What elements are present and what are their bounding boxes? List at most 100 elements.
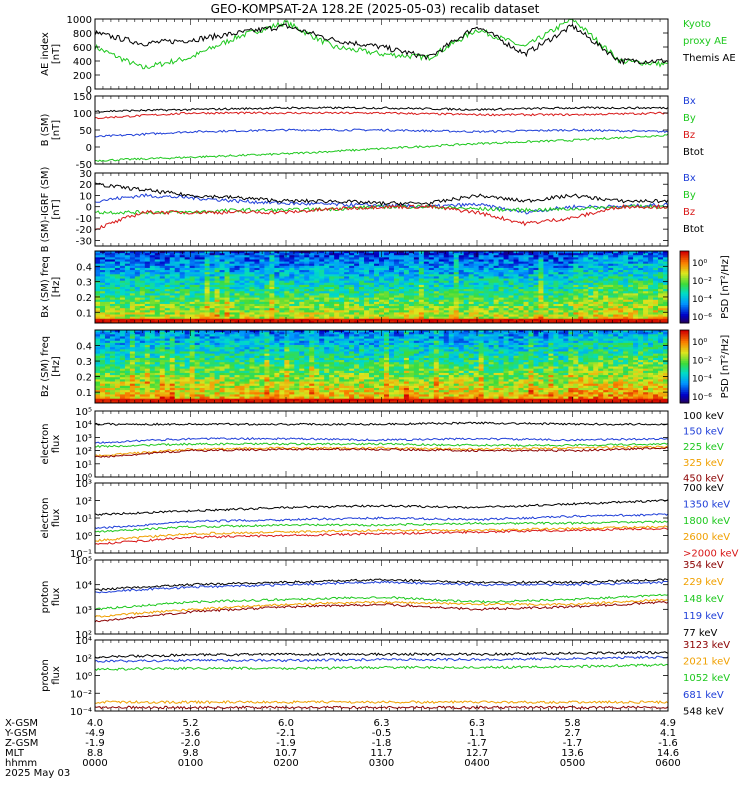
spectrogram-cell	[244, 259, 250, 262]
spectrogram-cell	[463, 306, 470, 309]
spectrogram-cell	[438, 267, 445, 271]
spectrogram-cell	[374, 267, 380, 271]
spectrogram-cell	[344, 308, 350, 311]
spectrogram-cell	[204, 299, 210, 303]
spectrogram-cell	[628, 295, 634, 298]
spectrogram-cell	[264, 253, 270, 256]
spectrogram-cell	[104, 334, 111, 337]
spectrogram-cell	[493, 255, 499, 258]
spectrogram-cell	[164, 320, 171, 324]
spectrogram-cell	[603, 265, 609, 269]
spectrogram-cell	[468, 295, 475, 298]
spectrogram-cell	[643, 274, 649, 277]
spectrogram-cell	[95, 267, 101, 271]
spectrogram-cell	[289, 257, 295, 260]
spectrogram-cell	[473, 297, 480, 301]
spectrogram-cell	[364, 318, 370, 322]
spectrogram-cell	[488, 261, 495, 265]
spectrogram-cell	[194, 282, 201, 286]
spectrogram-cell	[149, 274, 156, 277]
spectrogram-cell	[563, 251, 569, 254]
spectrogram-cell	[548, 251, 554, 254]
spectrogram-cell	[543, 284, 549, 288]
spectrogram-cell	[314, 287, 320, 290]
spectrogram-cell	[643, 282, 649, 286]
spectrogram-cell	[214, 253, 220, 256]
spectrogram-cell	[658, 293, 664, 296]
spectrogram-cell	[588, 318, 594, 322]
spectrogram-cell	[453, 316, 460, 320]
spectrogram-cell	[563, 278, 569, 282]
spectrogram-cell	[294, 289, 300, 292]
spectrogram-cell	[523, 274, 529, 277]
spectrogram-cell	[648, 297, 654, 301]
spectrogram-cell	[374, 312, 380, 315]
spectrogram-cell	[573, 270, 579, 273]
spectrogram-cell	[369, 280, 375, 284]
spectrogram-cell	[498, 259, 504, 262]
spectrogram-cell	[423, 257, 430, 260]
spectrogram-cell	[643, 278, 649, 282]
spectrogram-cell	[139, 383, 146, 387]
spectrogram-cell	[418, 267, 425, 271]
spectrogram-cell	[374, 320, 380, 324]
spectrogram-cell	[174, 312, 181, 315]
spectrogram-cell	[643, 320, 649, 324]
spectrogram-cell	[199, 291, 206, 294]
spectrogram-cell	[383, 255, 390, 258]
spectrogram-cell	[603, 291, 609, 294]
spectrogram-cell	[628, 253, 634, 256]
spectrogram-cell	[284, 287, 290, 290]
spectrogram-cell	[648, 257, 654, 260]
spectrogram-cell	[294, 299, 300, 303]
spectrogram-cell	[369, 303, 375, 307]
spectrogram-cell	[149, 316, 156, 320]
spectrogram-cell	[653, 278, 659, 282]
spectrogram-cell	[364, 287, 370, 290]
spectrogram-cell	[99, 280, 106, 284]
spectrogram-cell	[269, 310, 275, 313]
spectrogram-cell	[643, 261, 649, 265]
spectrogram-cell	[209, 272, 215, 275]
spectrogram-cell	[169, 253, 176, 256]
spectrogram-cell	[393, 263, 400, 267]
spectrogram-cell	[398, 320, 405, 324]
spectrogram-cell	[628, 320, 634, 324]
spectrogram-cell	[114, 394, 121, 397]
spectrogram-cell	[503, 287, 509, 290]
spectrogram-cell	[538, 303, 544, 307]
spectrogram-cell	[553, 318, 559, 322]
spectrogram-cell	[573, 297, 579, 301]
spectrogram-cell	[518, 278, 524, 282]
spectrogram-cell	[563, 255, 569, 258]
spectrogram-cell	[433, 265, 440, 269]
spectrogram-cell	[154, 280, 161, 284]
spectrogram-cell	[403, 278, 410, 282]
spectrogram-cell	[428, 257, 435, 260]
spectrogram-cell	[184, 312, 191, 315]
spectrogram-cell	[418, 312, 425, 315]
spectrogram-cell	[478, 280, 485, 284]
spectrogram-cell	[249, 278, 255, 282]
spectrogram-cell	[478, 301, 485, 305]
spectrogram-cell	[95, 379, 101, 382]
spectrogram-cell	[463, 272, 470, 275]
spectrogram-cell	[159, 295, 166, 298]
spectrogram-cell	[638, 318, 644, 322]
spectrogram-cell	[249, 265, 255, 269]
spectrogram-cell	[304, 310, 310, 313]
spectrogram-cell	[164, 293, 171, 296]
colorbar-cell	[680, 270, 689, 274]
spectrogram-cell	[533, 299, 539, 303]
spectrogram-cell	[109, 257, 116, 260]
spectrogram-cell	[109, 355, 116, 359]
spectrogram-cell	[458, 257, 465, 260]
spectrogram-cell	[473, 287, 480, 290]
spectrogram-cell	[284, 257, 290, 260]
spectrogram-cell	[473, 299, 480, 303]
spectrogram-cell	[633, 278, 639, 282]
spectrogram-cell	[593, 314, 599, 318]
spectrogram-cell	[134, 385, 141, 389]
spectrogram-cell	[623, 310, 629, 313]
spectrogram-cell	[508, 267, 514, 271]
